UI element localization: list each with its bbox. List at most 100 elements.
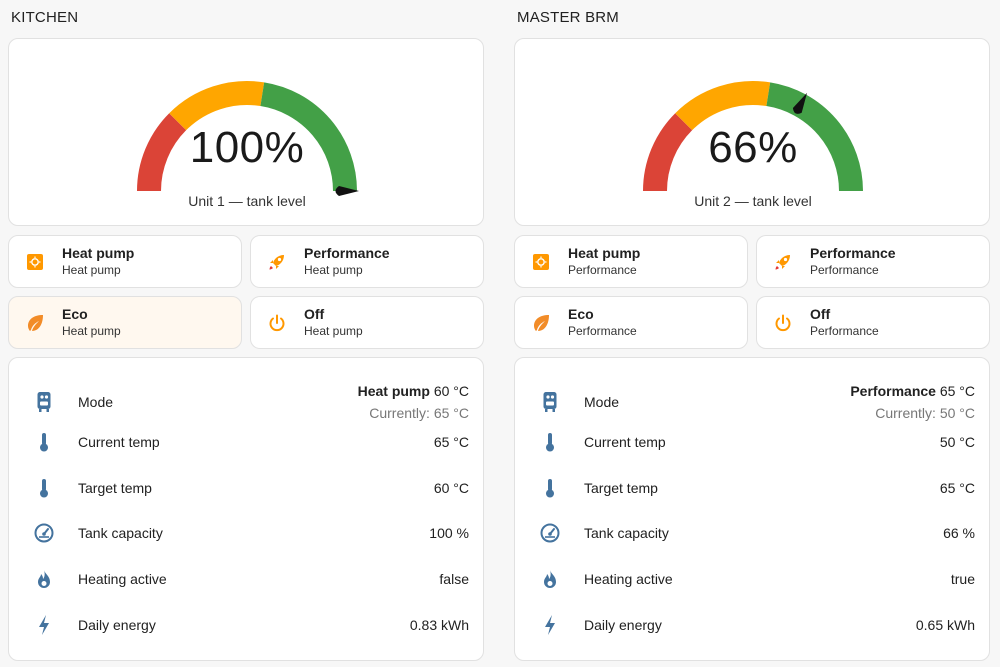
mode-operation: Performance	[850, 383, 936, 399]
gauge-needle	[335, 186, 359, 196]
entity-row-current-temp[interactable]: Current temp 65 °C	[9, 427, 485, 457]
power-icon	[266, 312, 288, 334]
water-heater-icon	[33, 391, 55, 413]
tile-name: Heat pump	[62, 245, 135, 261]
tile-name: Performance	[304, 245, 390, 261]
heat-pump-icon	[24, 251, 46, 273]
tile-name: Off	[304, 306, 325, 322]
thermometer-icon	[539, 477, 561, 499]
gauge-segment-red	[137, 113, 187, 192]
entity-name: Target temp	[78, 480, 152, 496]
gauge-icon	[33, 522, 55, 544]
entities-card: Mode Heat pump 60 °C Currently: 65 °C Cu…	[8, 357, 484, 661]
mode-target: 65 °C	[939, 383, 975, 399]
entity-row-daily-energy[interactable]: Daily energy 0.83 kWh	[9, 610, 485, 640]
entity-row-target-temp[interactable]: Target temp 65 °C	[515, 473, 991, 503]
water-heater-icon	[539, 391, 561, 413]
entity-row-mode[interactable]: Mode Heat pump 60 °C Currently: 65 °C	[9, 380, 485, 424]
gauge-needle	[792, 92, 807, 114]
section-title: MASTER BRM	[517, 9, 620, 26]
entity-name: Heating active	[584, 571, 673, 587]
tile-name: Off	[810, 306, 831, 322]
mode-tile-off[interactable]: Off Performance	[756, 296, 990, 349]
entity-name: Tank capacity	[584, 525, 669, 541]
gauge-value: 100%	[189, 123, 305, 172]
tank-level-gauge	[137, 81, 359, 196]
mode-tile-performance[interactable]: Performance Performance	[756, 235, 990, 288]
entity-row-current-temp[interactable]: Current temp 50 °C	[515, 427, 991, 457]
gauge-segment-green	[260, 82, 357, 192]
mode-tile-heat-pump[interactable]: Heat pump Performance	[514, 235, 748, 288]
tile-name: Eco	[568, 306, 594, 322]
tile-state: Performance	[568, 324, 637, 338]
thermometer-icon	[539, 431, 561, 453]
entity-value: true	[950, 571, 975, 587]
entity-row-tank-capacity[interactable]: Tank capacity 66 %	[515, 518, 991, 548]
mode-current: Currently: 50 °C	[875, 405, 975, 421]
heat-pump-icon	[530, 251, 552, 273]
entity-value: 65 °C	[433, 434, 469, 450]
tile-state: Heat pump	[62, 324, 121, 338]
gauge-card[interactable]: 100% Unit 1 — tank level	[8, 38, 484, 226]
power-icon	[772, 312, 794, 334]
entity-value: 66 %	[943, 525, 975, 541]
entity-row-heating-active[interactable]: Heating active false	[9, 564, 485, 594]
tile-name: Heat pump	[568, 245, 641, 261]
thermometer-icon	[33, 477, 55, 499]
tile-state: Performance	[810, 263, 879, 277]
gauge-segment-yellow	[675, 81, 771, 131]
entity-name: Target temp	[584, 480, 658, 496]
entity-name: Tank capacity	[78, 525, 163, 541]
mode-tile-off[interactable]: Off Heat pump	[250, 296, 484, 349]
entity-row-tank-capacity[interactable]: Tank capacity 100 %	[9, 518, 485, 548]
mode-target: 60 °C	[433, 383, 469, 399]
entity-value: 65 °C	[939, 480, 975, 496]
entity-name: Current temp	[78, 434, 160, 450]
entity-name: Daily energy	[584, 617, 662, 633]
entity-name: Current temp	[584, 434, 666, 450]
mode-tile-performance[interactable]: Performance Heat pump	[250, 235, 484, 288]
gauge-segment-yellow	[169, 81, 265, 131]
entity-value: 0.83 kWh	[409, 617, 469, 633]
entities-card: Mode Performance 65 °C Currently: 50 °C …	[514, 357, 990, 661]
tank-level-gauge	[643, 81, 863, 192]
tile-state: Performance	[810, 324, 879, 338]
entity-row-mode[interactable]: Mode Performance 65 °C Currently: 50 °C	[515, 380, 991, 424]
entity-name: Mode	[584, 394, 620, 410]
gauge-segment-red	[643, 113, 693, 192]
rocket-icon	[772, 251, 794, 273]
gauge-value: 66%	[708, 123, 798, 172]
gauge-segment-green	[766, 82, 863, 192]
entity-name: Daily energy	[78, 617, 156, 633]
tile-name: Performance	[810, 245, 896, 261]
mode-value: Heat pump 60 °C Currently: 65 °C	[358, 380, 469, 424]
fire-icon	[33, 568, 55, 590]
entity-value: 0.65 kWh	[915, 617, 975, 633]
thermometer-icon	[33, 431, 55, 453]
mode-tile-heat-pump[interactable]: Heat pump Heat pump	[8, 235, 242, 288]
entity-name: Mode	[78, 394, 114, 410]
entity-value: 60 °C	[433, 480, 469, 496]
mode-value: Performance 65 °C Currently: 50 °C	[850, 380, 975, 424]
gauge-label: Unit 1 — tank level	[188, 193, 306, 209]
gauge-label: Unit 2 — tank level	[694, 193, 812, 209]
tile-state: Heat pump	[62, 263, 121, 277]
entity-row-target-temp[interactable]: Target temp 60 °C	[9, 473, 485, 503]
tile-name: Eco	[62, 306, 88, 322]
gauge-card[interactable]: 66% Unit 2 — tank level	[514, 38, 990, 226]
entity-name: Heating active	[78, 571, 167, 587]
mode-current: Currently: 65 °C	[369, 405, 469, 421]
tile-state: Heat pump	[304, 263, 363, 277]
mode-tile-eco[interactable]: Eco Performance	[514, 296, 748, 349]
entity-value: false	[439, 571, 469, 587]
entity-value: 100 %	[429, 525, 469, 541]
leaf-icon	[24, 312, 46, 334]
fire-icon	[539, 568, 561, 590]
section-title: KITCHEN	[11, 9, 79, 26]
entity-value: 50 °C	[939, 434, 975, 450]
mode-operation: Heat pump	[357, 383, 430, 399]
entity-row-heating-active[interactable]: Heating active true	[515, 564, 991, 594]
tile-state: Heat pump	[304, 324, 363, 338]
mode-tile-eco[interactable]: Eco Heat pump	[8, 296, 242, 349]
entity-row-daily-energy[interactable]: Daily energy 0.65 kWh	[515, 610, 991, 640]
